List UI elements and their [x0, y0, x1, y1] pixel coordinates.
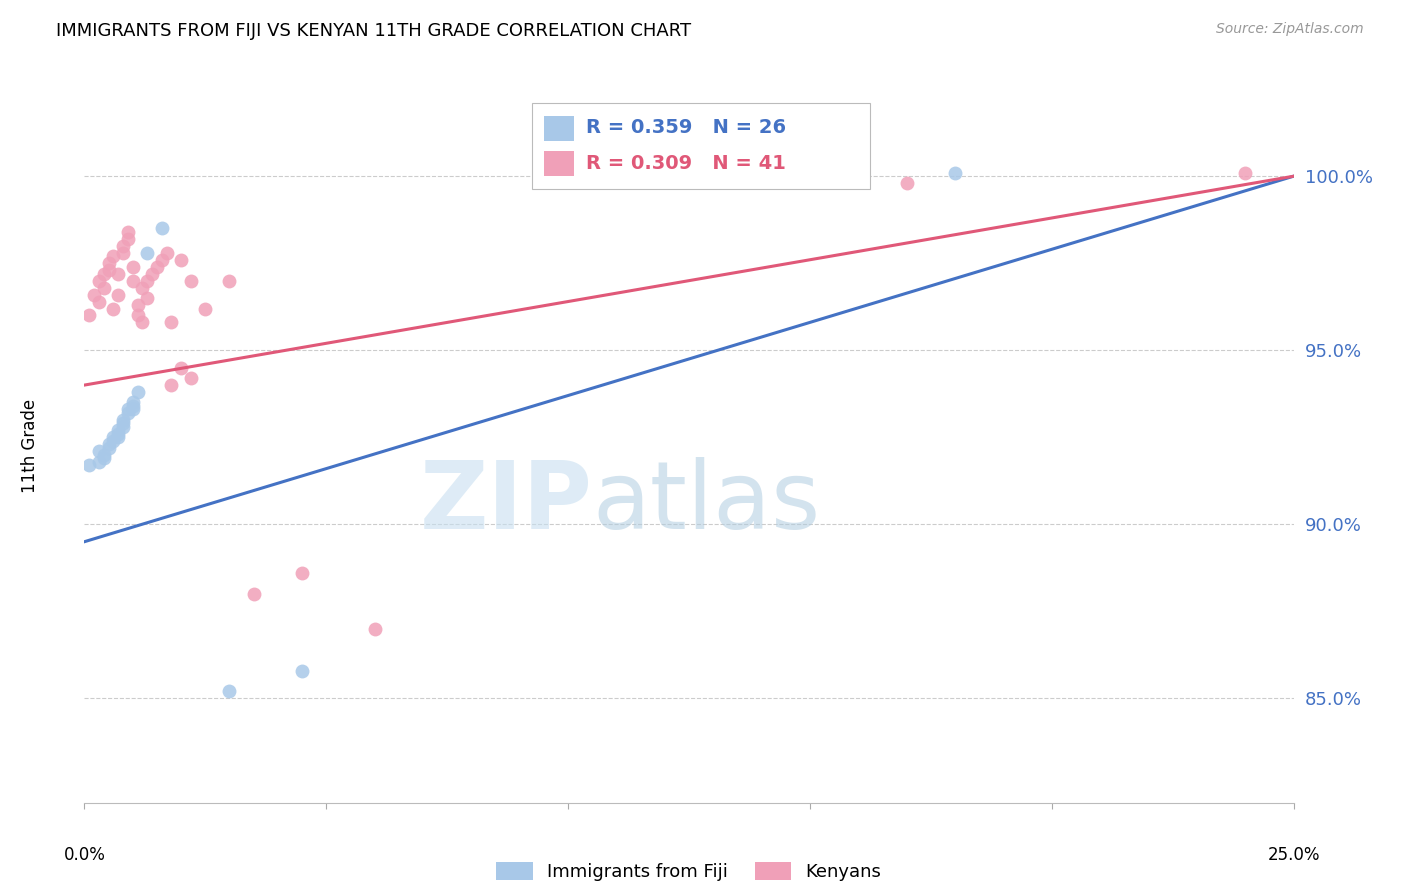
Text: ZIP: ZIP — [419, 457, 592, 549]
Point — [121, 274, 143, 288]
Text: Source: ZipAtlas.com: Source: ZipAtlas.com — [1216, 22, 1364, 37]
Point — [1234, 166, 1257, 180]
Bar — [544, 116, 574, 141]
Point — [93, 267, 115, 281]
Text: R = 0.309   N = 41: R = 0.309 N = 41 — [586, 154, 786, 173]
Point — [103, 430, 125, 444]
Point — [141, 267, 163, 281]
Point — [136, 274, 159, 288]
Text: R = 0.359   N = 26: R = 0.359 N = 26 — [586, 119, 786, 137]
Point — [93, 280, 115, 294]
Point — [112, 239, 135, 253]
Point — [180, 274, 202, 288]
Point — [93, 448, 115, 462]
Point — [170, 360, 193, 375]
Point — [150, 221, 173, 235]
Point — [170, 252, 193, 267]
Point — [112, 417, 135, 431]
Point — [127, 385, 149, 400]
Point — [127, 309, 149, 323]
Point — [97, 437, 120, 451]
Point — [103, 434, 125, 448]
Point — [87, 444, 110, 458]
Point — [127, 298, 149, 312]
Point — [117, 406, 139, 420]
Point — [87, 274, 110, 288]
Point — [103, 249, 125, 263]
Point — [112, 413, 135, 427]
Point — [117, 232, 139, 246]
Text: 0.0%: 0.0% — [63, 846, 105, 863]
Point — [97, 256, 120, 270]
Point — [107, 267, 129, 281]
Point — [363, 622, 385, 636]
Point — [121, 395, 143, 409]
Point — [87, 455, 110, 469]
Point — [136, 245, 159, 260]
Point — [107, 426, 129, 441]
Point — [218, 274, 240, 288]
Point — [93, 451, 115, 466]
Point — [97, 441, 120, 455]
Text: IMMIGRANTS FROM FIJI VS KENYAN 11TH GRADE CORRELATION CHART: IMMIGRANTS FROM FIJI VS KENYAN 11TH GRAD… — [56, 22, 692, 40]
Point — [121, 402, 143, 417]
Point — [131, 280, 153, 294]
Point — [103, 301, 125, 316]
Point — [121, 260, 143, 274]
Point — [112, 245, 135, 260]
Legend: Immigrants from Fiji, Kenyans: Immigrants from Fiji, Kenyans — [489, 855, 889, 888]
Point — [77, 309, 100, 323]
Point — [107, 423, 129, 437]
Point — [242, 587, 264, 601]
Point — [943, 166, 966, 180]
Point — [180, 371, 202, 385]
FancyBboxPatch shape — [531, 103, 870, 189]
Point — [218, 684, 240, 698]
Text: 11th Grade: 11th Grade — [21, 399, 39, 493]
Point — [117, 225, 139, 239]
Point — [121, 399, 143, 413]
Point — [194, 301, 217, 316]
Point — [291, 566, 314, 580]
Point — [107, 287, 129, 301]
Point — [291, 664, 314, 678]
Point — [160, 315, 183, 329]
Bar — [544, 152, 574, 177]
Point — [83, 287, 105, 301]
Point — [896, 176, 918, 190]
Point — [146, 260, 169, 274]
Point — [97, 263, 120, 277]
Point — [131, 315, 153, 329]
Point — [87, 294, 110, 309]
Text: 25.0%: 25.0% — [1267, 846, 1320, 863]
Point — [136, 291, 159, 305]
Point — [117, 402, 139, 417]
Text: atlas: atlas — [592, 457, 821, 549]
Point — [160, 378, 183, 392]
Point — [77, 458, 100, 472]
Point — [155, 245, 177, 260]
Point — [150, 252, 173, 267]
Point — [107, 430, 129, 444]
Point — [112, 420, 135, 434]
